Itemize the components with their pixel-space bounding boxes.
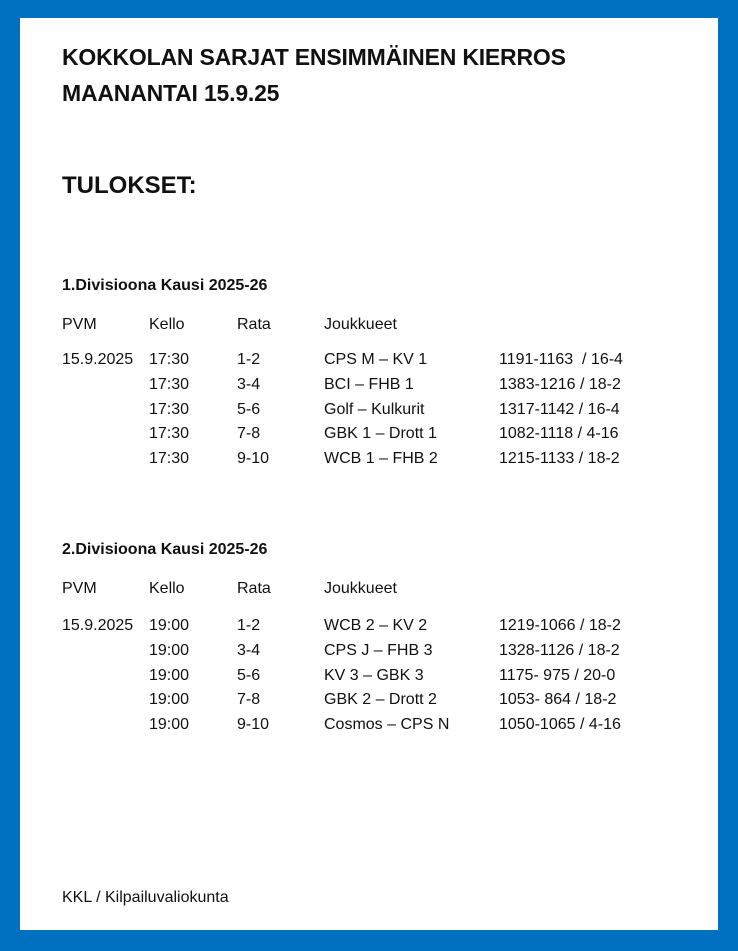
teams-cell: WCB 1 – FHB 2 bbox=[324, 450, 438, 468]
division-heading: 1.Divisioona Kausi 2025-26 bbox=[62, 277, 268, 294]
column-header: PVM bbox=[62, 316, 97, 333]
date-cell: 15.9.2025 bbox=[62, 617, 134, 634]
teams-cell: CPS M – KV 1 bbox=[324, 351, 428, 368]
title-line-1: KOKKOLAN SARJAT ENSIMMÄINEN KIERROS bbox=[62, 44, 566, 70]
lane-cell: 1-2 bbox=[237, 617, 261, 634]
teams-cell: KV 3 – GBK 3 bbox=[324, 666, 424, 684]
teams-cell: GBK 1 – Drott 1 bbox=[324, 425, 437, 443]
lane-cell: 9-10 bbox=[237, 716, 270, 734]
score-cell: 1082-1118 / 4-16 bbox=[499, 425, 619, 443]
teams-cell: WCB 2 – KV 2 bbox=[324, 617, 428, 634]
lane-cell: 1-2 bbox=[237, 351, 261, 368]
time-cell: 17:30 bbox=[149, 425, 190, 443]
time-cell: 17:30 bbox=[149, 351, 190, 368]
column-header: Kello bbox=[149, 580, 185, 597]
teams-cell: GBK 2 – Drott 2 bbox=[324, 691, 437, 709]
time-cell: 17:30 bbox=[149, 375, 190, 393]
time-cell: 19:00 bbox=[149, 641, 190, 659]
teams-cell: Cosmos – CPS N bbox=[324, 716, 450, 734]
document-page: KOKKOLAN SARJAT ENSIMMÄINEN KIERROS MAAN… bbox=[20, 18, 718, 930]
time-cell: 19:00 bbox=[149, 666, 190, 684]
lane-cell: 7-8 bbox=[237, 691, 261, 709]
title-line-2: MAANANTAI 15.9.25 bbox=[62, 80, 280, 106]
date-cell: 15.9.2025 bbox=[62, 351, 134, 368]
lane-cell: 3-4 bbox=[237, 641, 261, 659]
score-cell: 1328-1126 / 18-2 bbox=[499, 641, 620, 659]
score-cell: 1383-1216 / 18-2 bbox=[499, 375, 621, 393]
score-cell: 1215-1133 / 18-2 bbox=[499, 450, 620, 468]
lane-cell: 9-10 bbox=[237, 450, 270, 468]
score-cell: 1050-1065 / 4-16 bbox=[499, 716, 621, 734]
score-cell: 1191-1163 / 16-4 bbox=[499, 351, 623, 368]
column-header: Kello bbox=[149, 316, 185, 333]
time-cell: 19:00 bbox=[149, 716, 190, 734]
lane-cell: 5-6 bbox=[237, 400, 261, 418]
time-cell: 17:30 bbox=[149, 450, 190, 468]
column-header: Joukkueet bbox=[324, 580, 397, 597]
score-cell: 1053- 864 / 18-2 bbox=[499, 691, 617, 709]
division-heading: 2.Divisioona Kausi 2025-26 bbox=[62, 541, 268, 558]
time-cell: 19:00 bbox=[149, 691, 190, 709]
score-cell: 1175- 975 / 20-0 bbox=[499, 666, 616, 684]
score-cell: 1219-1066 / 18-2 bbox=[499, 617, 621, 634]
lane-cell: 3-4 bbox=[237, 375, 261, 393]
lane-cell: 7-8 bbox=[237, 425, 261, 443]
time-cell: 17:30 bbox=[149, 400, 190, 418]
teams-cell: Golf – Kulkurit bbox=[324, 400, 425, 418]
footer: KKL / Kilpailuvaliokunta bbox=[62, 889, 229, 906]
teams-cell: CPS J – FHB 3 bbox=[324, 641, 433, 659]
column-header: Rata bbox=[237, 580, 271, 597]
column-header: Rata bbox=[237, 316, 271, 333]
time-cell: 19:00 bbox=[149, 617, 190, 634]
results-heading: TULOKSET: bbox=[62, 172, 197, 199]
lane-cell: 5-6 bbox=[237, 666, 261, 684]
column-header: PVM bbox=[62, 580, 97, 597]
column-header: Joukkueet bbox=[324, 316, 397, 333]
score-cell: 1317-1142 / 16-4 bbox=[499, 400, 620, 418]
teams-cell: BCI – FHB 1 bbox=[324, 375, 414, 393]
